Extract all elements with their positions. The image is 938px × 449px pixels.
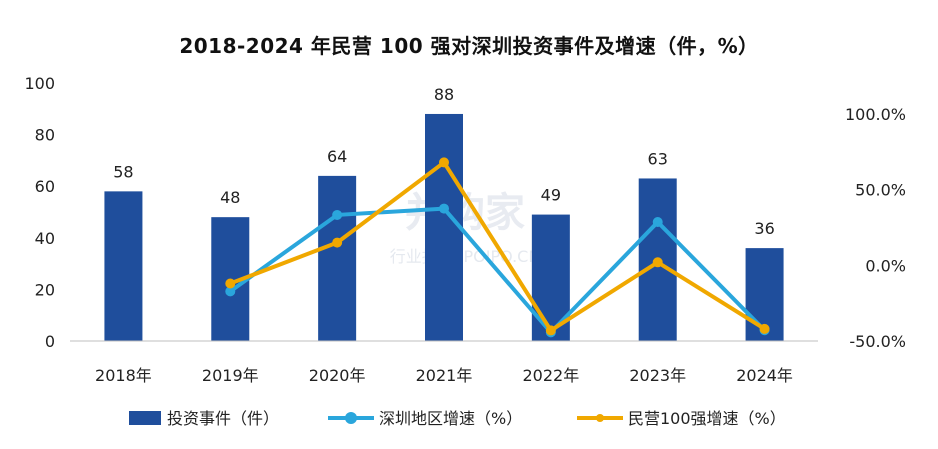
- private100-growth-point: [652, 257, 663, 268]
- chart-title: 2018-2024 年民营 100 强对深圳投资事件及增速（件，%）: [179, 34, 759, 58]
- bar: [425, 113, 463, 342]
- bar-data-label: 49: [541, 186, 561, 205]
- y-right-tick-label: 0.0%: [865, 256, 906, 275]
- y-left-tick-label: 40: [35, 229, 55, 248]
- bar-series: [104, 113, 784, 342]
- y-right-tick-label: 100.0%: [845, 105, 906, 124]
- watermark-sub: 行业报告 IPOIPO.CN: [390, 247, 541, 266]
- bar-data-label: 88: [434, 85, 454, 104]
- y-right-tick-label: 50.0%: [855, 181, 906, 200]
- private100-growth-line: [229, 160, 766, 333]
- x-tick-label: 2019年: [202, 366, 259, 385]
- bar-data-label: 36: [754, 219, 774, 238]
- y-left-tick-label: 60: [35, 177, 55, 196]
- bar: [318, 175, 357, 341]
- axes: 0 20 40 60 80 100 -50.0% 0.0% 50.0% 100.0% 2018年 20…: [24, 74, 906, 385]
- shenzhen-growth-point: [225, 286, 236, 297]
- legend-bar-swatch: [129, 411, 161, 425]
- x-tick-label: 2020年: [309, 366, 366, 385]
- shenzhen-growth-point: [332, 209, 343, 220]
- legend-line-marker: [596, 414, 604, 422]
- y-right-tick-label: -50.0%: [849, 332, 906, 351]
- x-tick-label: 2024年: [736, 366, 793, 385]
- bar: [104, 191, 143, 341]
- private100-growth-point: [225, 278, 236, 289]
- x-tick-label: 2018年: [95, 366, 152, 385]
- legend: 投资事件（件） 深圳地区增速（%） 民营100强增速（%）: [129, 409, 786, 428]
- x-tick-label: 2022年: [522, 366, 579, 385]
- private100-growth-point: [759, 323, 770, 334]
- bar-data-labels: 58 48 64 88 49 63 36: [113, 85, 775, 238]
- legend-label: 深圳地区增速（%）: [379, 409, 522, 428]
- shenzhen-growth-point: [439, 203, 449, 214]
- bar-data-label: 64: [327, 147, 347, 166]
- y-left-tick-label: 100: [24, 74, 55, 93]
- legend-label: 民营100强增速（%）: [628, 409, 786, 428]
- shenzhen-growth-line: [229, 206, 766, 335]
- y-left-tick-label: 80: [35, 126, 55, 145]
- x-tick-label: 2023年: [629, 366, 686, 385]
- y-left-tick-label: 20: [35, 280, 55, 299]
- bar-data-label: 63: [648, 149, 668, 168]
- private100-growth-point: [439, 157, 449, 168]
- x-tick-label: 2021年: [416, 366, 473, 385]
- legend-line-marker: [345, 412, 357, 424]
- bar-data-label: 58: [113, 162, 133, 181]
- shenzhen-growth-point: [652, 217, 663, 228]
- private100-growth-point: [545, 325, 556, 336]
- legend-label: 投资事件（件）: [167, 409, 279, 428]
- private100-growth-point: [332, 237, 343, 248]
- bar-data-label: 48: [220, 188, 240, 207]
- line-series: [225, 157, 770, 338]
- y-left-tick-label: 0: [45, 332, 55, 351]
